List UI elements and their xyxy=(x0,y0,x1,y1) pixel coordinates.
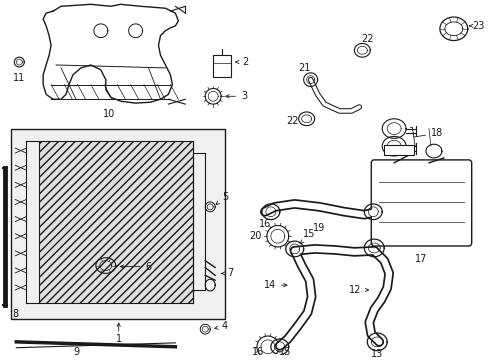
Text: 14: 14 xyxy=(263,280,286,290)
Text: 15: 15 xyxy=(278,347,290,357)
Text: 11: 11 xyxy=(13,73,25,83)
Text: 23: 23 xyxy=(468,21,484,31)
Text: 16: 16 xyxy=(258,220,270,229)
Text: 4: 4 xyxy=(214,321,228,331)
Bar xyxy=(39,141,193,303)
Text: 10: 10 xyxy=(102,109,115,119)
Text: 19: 19 xyxy=(313,223,325,233)
Bar xyxy=(213,55,231,77)
Text: 13: 13 xyxy=(370,348,383,359)
Text: 3: 3 xyxy=(225,91,246,101)
Text: 7: 7 xyxy=(221,269,233,278)
Text: 18: 18 xyxy=(409,127,442,147)
Text: 21: 21 xyxy=(298,63,310,73)
Text: 5: 5 xyxy=(216,192,228,204)
Text: 9: 9 xyxy=(73,347,79,357)
Text: 22: 22 xyxy=(286,116,298,126)
Text: 20: 20 xyxy=(372,231,385,241)
Bar xyxy=(384,145,413,155)
Text: 22: 22 xyxy=(360,33,373,44)
Text: 13: 13 xyxy=(407,234,419,244)
Bar xyxy=(11,129,224,319)
Text: 17: 17 xyxy=(414,254,427,264)
Text: 15: 15 xyxy=(299,229,315,244)
Text: 8: 8 xyxy=(12,310,19,319)
FancyBboxPatch shape xyxy=(370,160,471,246)
Text: 12: 12 xyxy=(348,285,368,295)
Text: 20: 20 xyxy=(249,231,262,241)
Text: 6: 6 xyxy=(120,261,151,271)
Text: 16: 16 xyxy=(251,347,264,357)
Text: 2: 2 xyxy=(235,57,247,67)
Text: 1: 1 xyxy=(116,334,122,344)
